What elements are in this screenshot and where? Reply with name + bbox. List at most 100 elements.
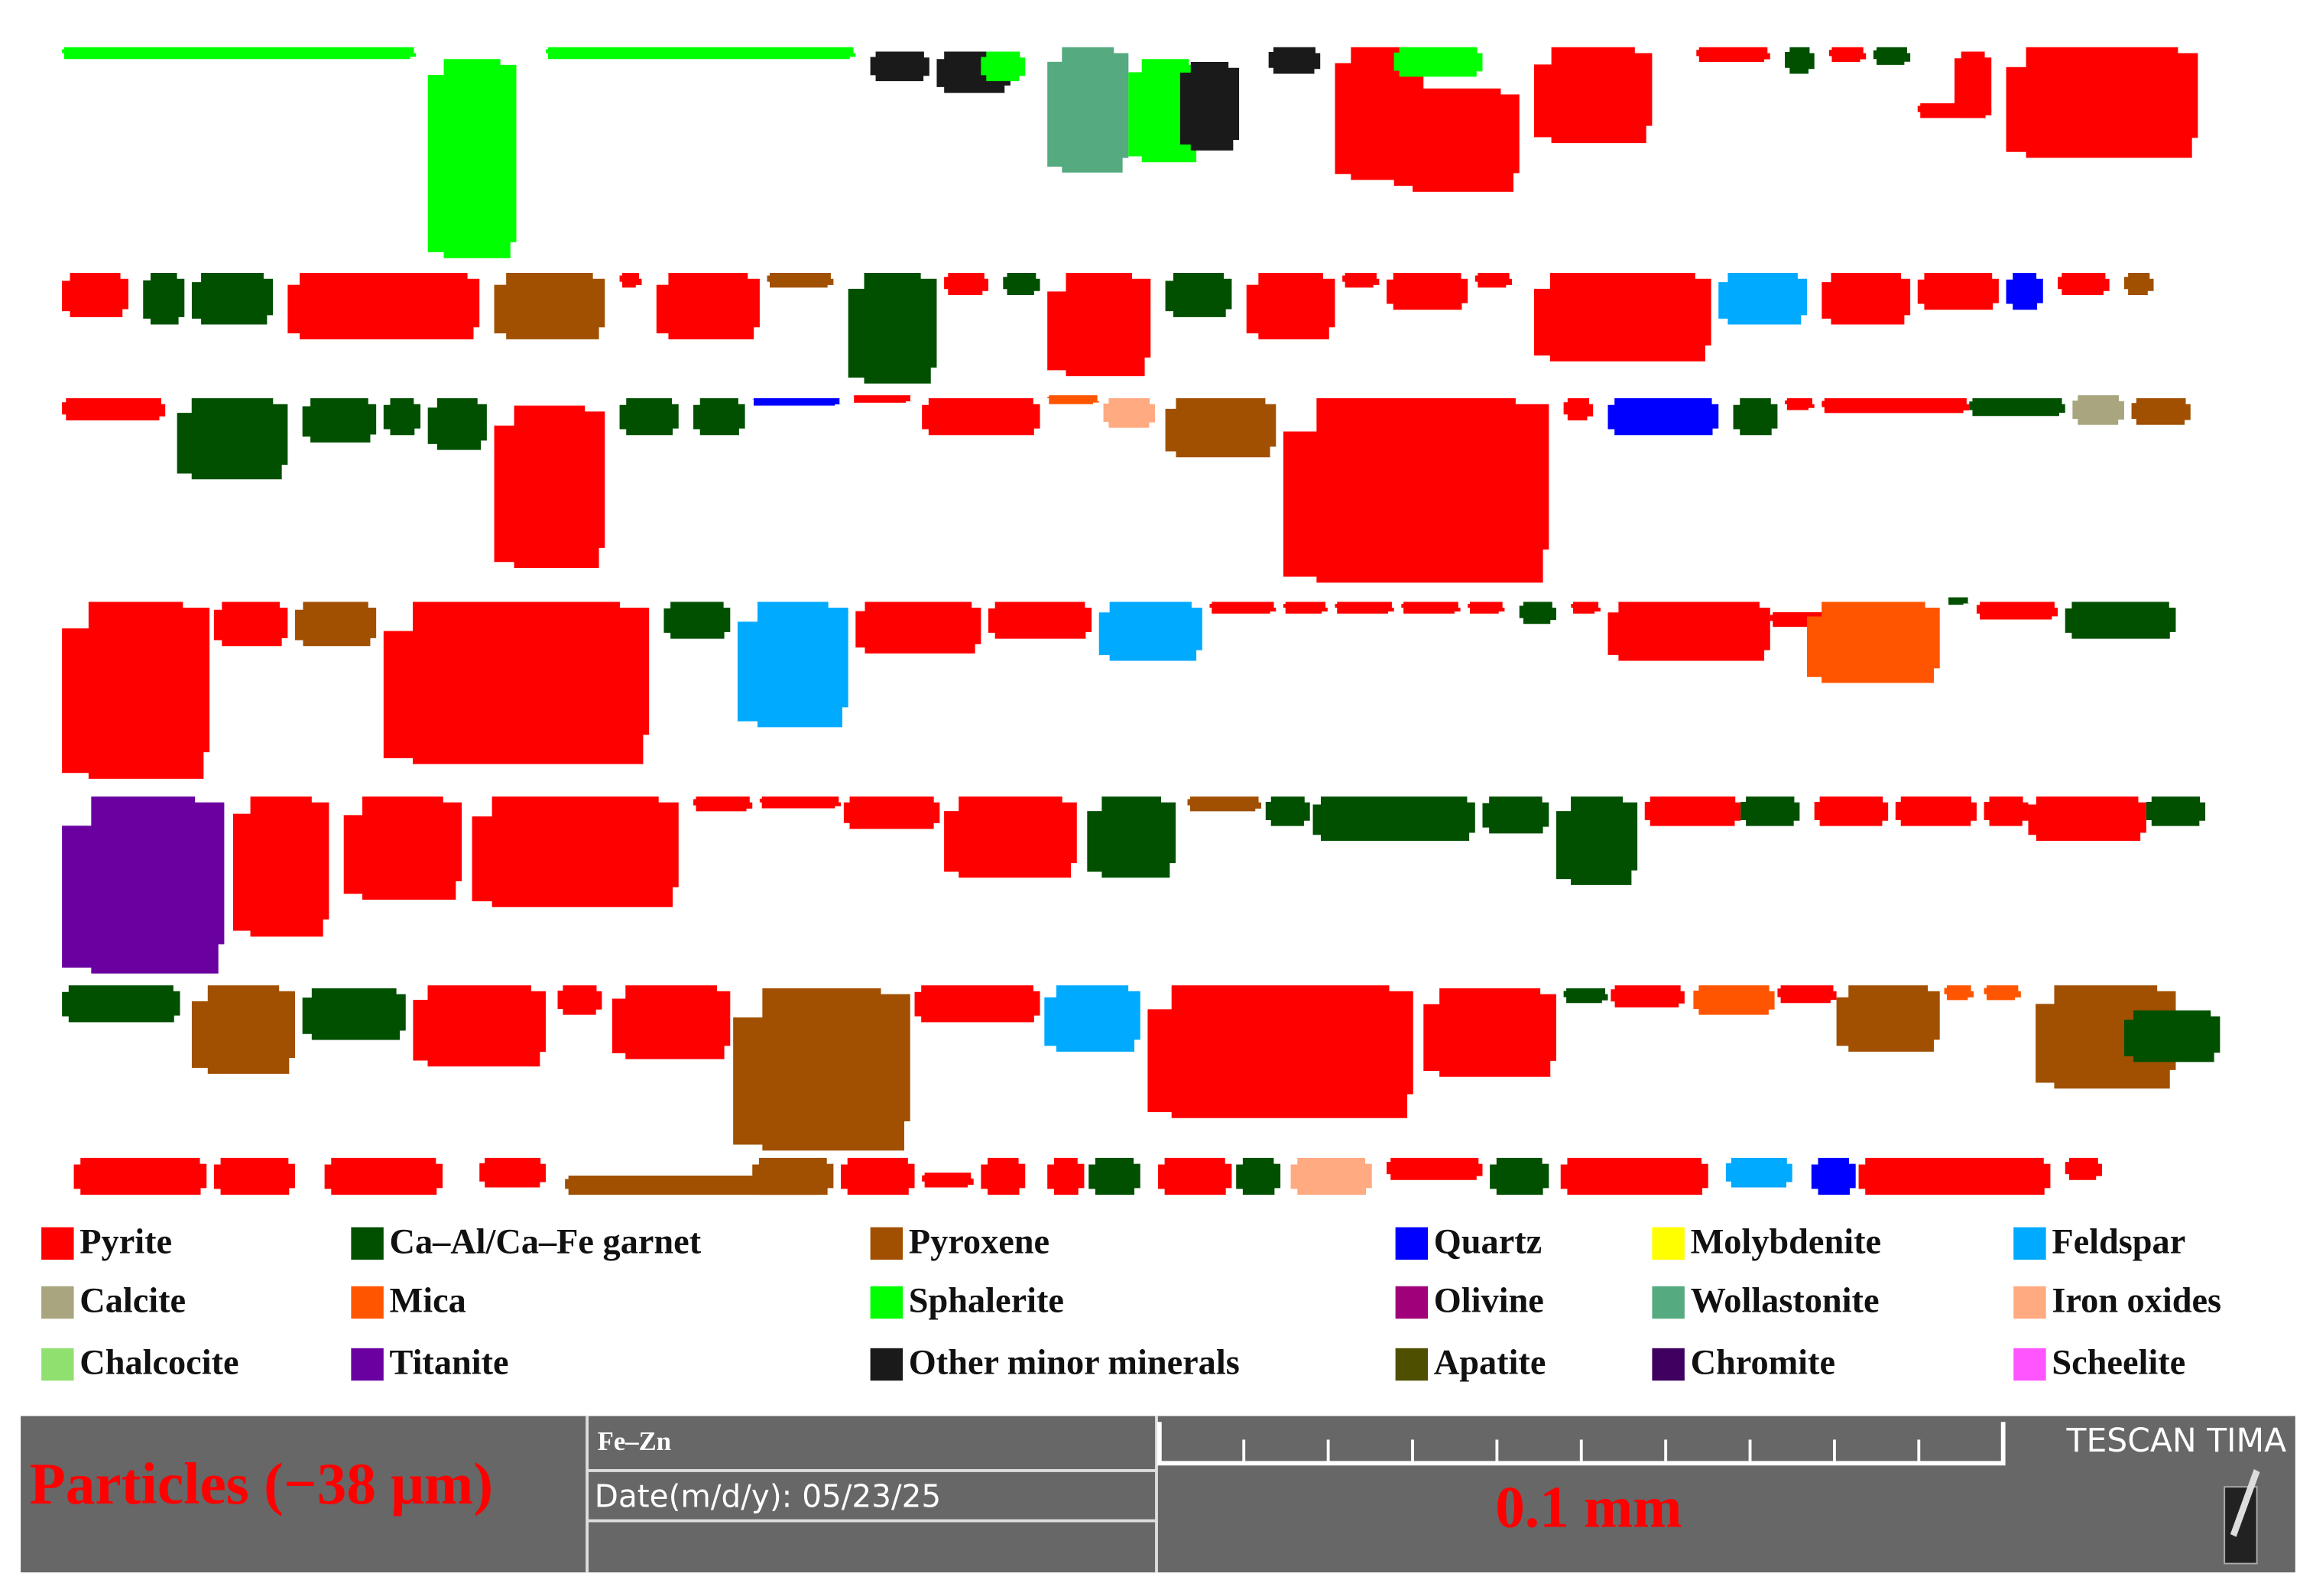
particle <box>1534 47 1653 144</box>
particle <box>1696 47 1770 63</box>
particle <box>1563 398 1594 420</box>
particle <box>693 796 753 812</box>
legend-swatch <box>41 1286 74 1319</box>
particle <box>1534 273 1711 362</box>
particle <box>1976 602 2058 620</box>
particle <box>2065 1157 2102 1180</box>
particle <box>383 602 650 764</box>
particle <box>1468 602 1505 614</box>
legend-swatch <box>1395 1348 1429 1381</box>
particle <box>2123 1010 2221 1062</box>
particle <box>1873 47 1911 65</box>
particle <box>2072 395 2124 425</box>
legend-label: Pyrite <box>79 1222 172 1261</box>
particle <box>1047 395 1099 404</box>
legend-label: Iron oxides <box>2052 1282 2221 1321</box>
particle <box>1003 273 1040 295</box>
particle <box>981 1157 1026 1195</box>
particle <box>1335 602 1394 614</box>
scale-label: 0.1 mm <box>1495 1474 1682 1540</box>
particle <box>1560 1157 1708 1195</box>
particle <box>870 51 929 82</box>
legend-label: Apatite <box>1434 1344 1546 1383</box>
particle <box>1157 1157 1232 1195</box>
particle <box>1482 796 1549 834</box>
particle <box>383 398 421 436</box>
particle <box>302 988 406 1040</box>
particle <box>1917 273 1999 310</box>
particle <box>1822 398 1970 414</box>
particle <box>2006 47 2198 158</box>
particle <box>733 988 910 1151</box>
legend-label: Wollastonite <box>1691 1282 1880 1321</box>
particle <box>1387 1157 1483 1180</box>
particle <box>494 273 605 339</box>
legend-label: Scheelite <box>2052 1344 2185 1383</box>
particle <box>1607 602 1770 661</box>
particle <box>302 398 377 443</box>
particle <box>1563 988 1608 1004</box>
particle <box>843 796 940 829</box>
particle <box>656 273 760 339</box>
particle <box>1814 796 1889 826</box>
particle <box>1644 796 1741 826</box>
particle <box>922 1173 974 1188</box>
legend-swatch <box>351 1227 384 1260</box>
particle <box>1087 796 1176 878</box>
legend-swatch <box>1395 1227 1429 1260</box>
particle <box>848 273 937 384</box>
legend-label: Chromite <box>1691 1344 1835 1383</box>
particle <box>1785 47 1815 74</box>
legend-label: Ca–Al/Ca–Fe garnet <box>390 1222 702 1261</box>
legend-swatch <box>1652 1227 1685 1260</box>
particle <box>2028 796 2146 841</box>
particle <box>1969 398 2065 417</box>
particle <box>1571 602 1601 614</box>
particle <box>1187 796 1262 812</box>
particle <box>1246 273 1335 339</box>
particle <box>1047 47 1129 173</box>
legend-swatch <box>2013 1286 2046 1319</box>
particle <box>1474 273 1513 288</box>
particle <box>413 985 547 1067</box>
particle <box>1165 398 1277 458</box>
particle <box>546 47 856 60</box>
particle <box>295 602 377 647</box>
particle <box>1165 273 1232 317</box>
particle <box>427 59 517 258</box>
particle <box>2146 796 2206 826</box>
particle <box>737 602 848 728</box>
particle <box>1693 985 1775 1015</box>
particle <box>1047 273 1151 377</box>
particle <box>752 398 842 406</box>
particle <box>1312 796 1475 841</box>
particle <box>1147 985 1413 1118</box>
particle <box>343 796 462 900</box>
particle <box>1836 985 1940 1052</box>
scale-bar <box>1156 1422 2006 1466</box>
particle <box>2123 273 2154 295</box>
particle <box>494 405 605 568</box>
legend-label: Calcite <box>79 1282 186 1321</box>
particle <box>1917 103 1992 118</box>
legend-label: Quartz <box>1434 1222 1542 1261</box>
particle <box>191 273 274 325</box>
particle <box>1984 985 2021 1001</box>
particle <box>1490 1157 1549 1195</box>
particle <box>479 1157 547 1188</box>
particle <box>1895 796 1977 826</box>
info-bar: Particles (−38 μm) Fe–Zn Date(m/d/y): 05… <box>21 1416 2295 1573</box>
particle <box>1556 796 1638 885</box>
legend-label: Pyroxene <box>909 1222 1049 1261</box>
particle <box>1103 398 1156 428</box>
particle <box>1387 273 1468 310</box>
particle <box>2131 398 2191 425</box>
particle <box>62 602 210 779</box>
legend-label: Titanite <box>390 1344 509 1383</box>
particle <box>1984 796 2029 826</box>
legend-swatch <box>870 1286 903 1319</box>
particle <box>619 398 679 436</box>
particle <box>62 398 166 420</box>
